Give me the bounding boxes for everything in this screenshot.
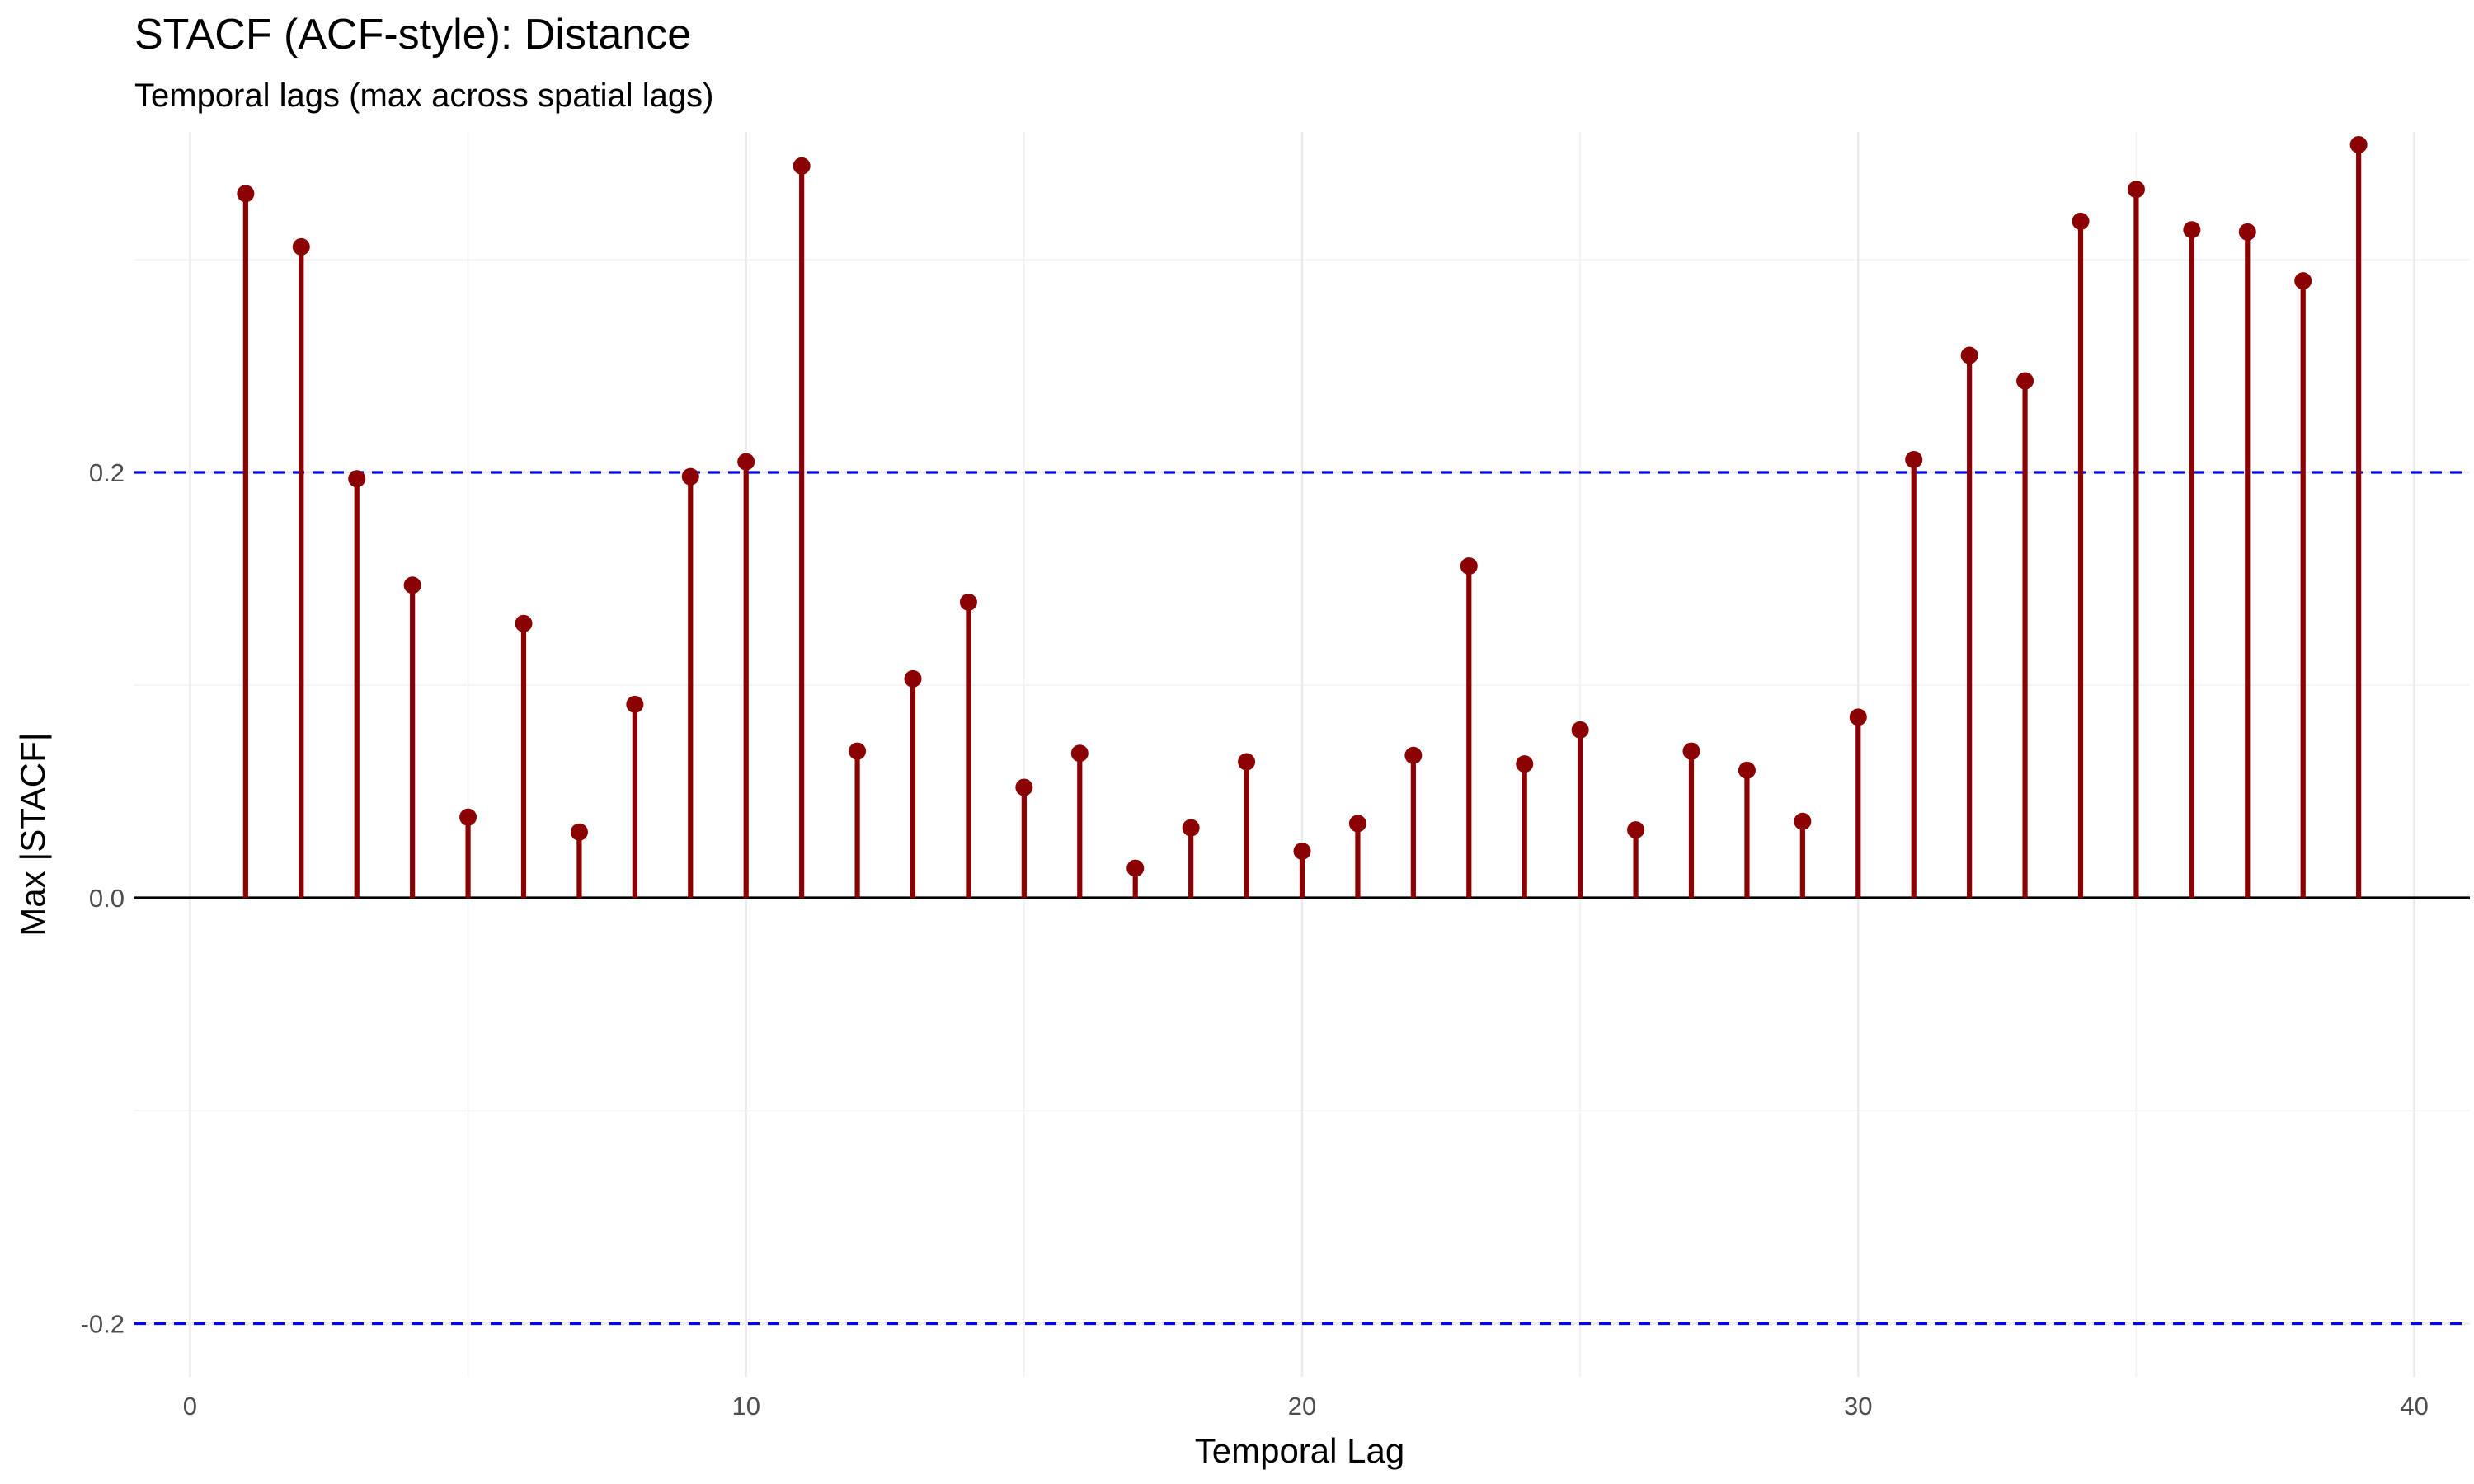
- point-lag-17: [1126, 859, 1145, 877]
- point-lag-10: [737, 453, 755, 471]
- points: [237, 135, 2368, 877]
- point-lag-35: [2127, 181, 2145, 199]
- point-lag-13: [904, 669, 922, 688]
- point-lag-24: [1516, 755, 1534, 773]
- grid-layer: [134, 132, 2470, 1377]
- point-lag-7: [570, 823, 588, 841]
- point-lag-6: [515, 614, 533, 632]
- point-lag-26: [1627, 821, 1645, 839]
- point-lag-32: [1960, 346, 1978, 364]
- x-tick-label: 40: [2400, 1392, 2428, 1421]
- point-lag-19: [1238, 753, 1256, 771]
- point-lag-11: [793, 157, 811, 175]
- point-lag-29: [1794, 812, 1812, 830]
- point-lag-12: [849, 742, 867, 760]
- x-tick-label: 0: [183, 1392, 197, 1421]
- point-lag-25: [1571, 721, 1589, 739]
- point-lag-9: [681, 467, 699, 486]
- point-lag-21: [1348, 815, 1366, 833]
- tick-labels: 0 10 20 30 40 -0.2 0.0 0.2: [81, 458, 2429, 1421]
- y-tick-label: 0.0: [89, 884, 125, 913]
- point-lag-30: [1849, 708, 1867, 726]
- point-lag-3: [348, 470, 366, 488]
- x-tick-label: 20: [1288, 1392, 1316, 1421]
- y-tick-label: 0.2: [89, 458, 125, 487]
- point-lag-28: [1738, 761, 1756, 779]
- point-lag-23: [1460, 557, 1478, 575]
- point-lag-37: [2238, 223, 2256, 241]
- point-lag-14: [959, 593, 977, 611]
- point-lag-18: [1182, 819, 1200, 837]
- point-lag-4: [403, 576, 421, 594]
- point-lag-20: [1293, 842, 1311, 860]
- y-tick-label: -0.2: [81, 1309, 125, 1338]
- x-axis-title: Temporal Lag: [1195, 1431, 1404, 1470]
- point-lag-38: [2294, 272, 2312, 290]
- stems: [242, 144, 2362, 899]
- point-lag-22: [1404, 746, 1423, 764]
- point-lag-34: [2072, 212, 2090, 230]
- y-axis-title: Max |STACF|: [13, 732, 52, 936]
- point-lag-16: [1070, 744, 1089, 763]
- point-lag-8: [626, 695, 644, 713]
- x-tick-label: 10: [731, 1392, 760, 1421]
- x-tick-label: 30: [1844, 1392, 1872, 1421]
- point-lag-27: [1682, 742, 1700, 760]
- point-lag-5: [459, 808, 477, 826]
- point-lag-1: [237, 185, 255, 203]
- point-lag-15: [1015, 778, 1033, 796]
- point-lag-31: [1905, 451, 1923, 469]
- point-lag-2: [292, 237, 310, 256]
- point-lag-39: [2349, 135, 2368, 153]
- chart-title: STACF (ACF-style): Distance: [134, 11, 691, 59]
- chart-subtitle: Temporal lags (max across spatial lags): [134, 77, 713, 114]
- point-lag-33: [2016, 372, 2034, 390]
- point-lag-36: [2183, 221, 2201, 239]
